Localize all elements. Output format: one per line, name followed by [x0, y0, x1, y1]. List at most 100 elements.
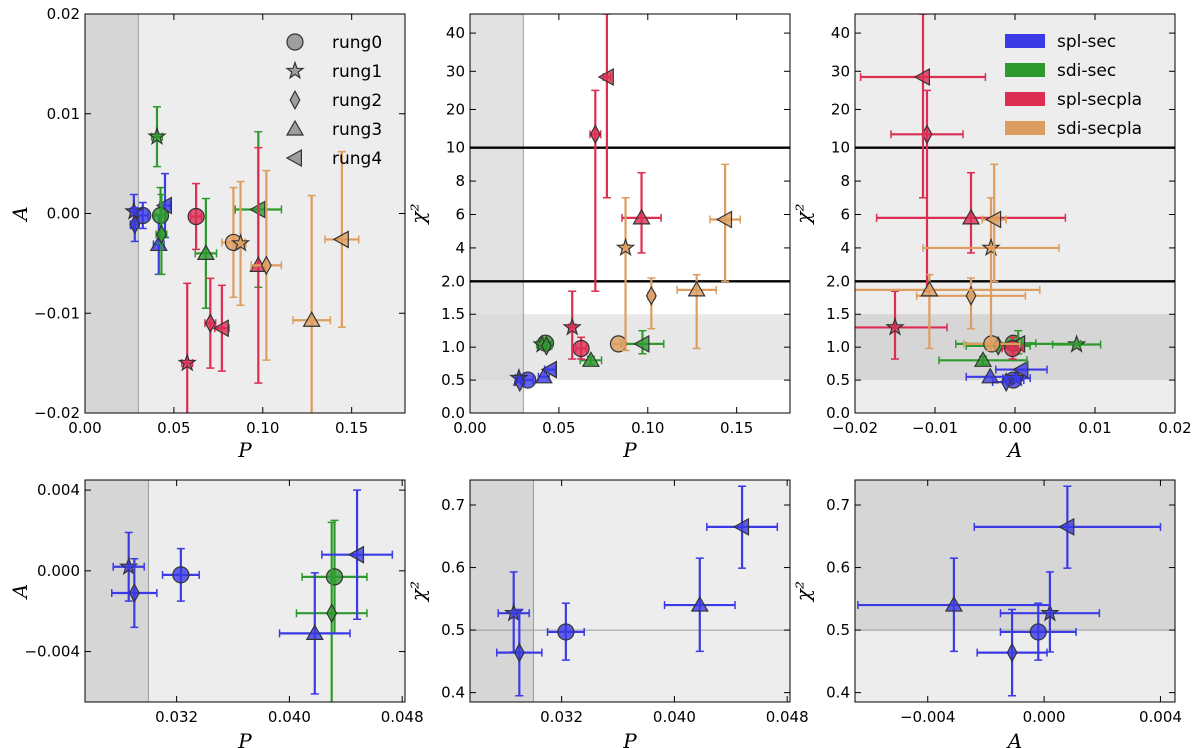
marker-circle	[572, 339, 590, 358]
legend-marker-triangle-up	[285, 119, 305, 136]
point-spl-secpla-triangle-left	[212, 284, 230, 372]
x-tick-label: 0.10	[246, 419, 279, 437]
point-sdi-sec-diamond	[540, 335, 553, 356]
y-tick-label: 6	[840, 205, 850, 223]
y-tick-label: 0.7	[826, 496, 850, 514]
x-tick-label: 0.040	[268, 708, 311, 726]
legend-item-spl-sec: spl-sec	[1005, 32, 1116, 52]
panel-top-left: 0.00 0.05 0.10 0.15 −0.02 −0.01 0.00 0.01 0.02 P A	[8, 5, 406, 462]
marker-star	[562, 317, 582, 336]
x-tick-label: 0.004	[1139, 708, 1182, 726]
panel-bottom-mid: 0.032 0.040 0.048 0.4 0.5 0.6 0.7 Pχ²	[406, 479, 809, 748]
point-spl-sec-triangle-up	[278, 572, 351, 695]
y-tick-label: 0.7	[441, 496, 465, 514]
point-spl-sec-diamond	[129, 206, 141, 243]
y-tick-label: 1.0	[826, 338, 850, 356]
y-tick-label: 0.5	[441, 371, 465, 389]
legend-item-sdi-sec: sdi-sec	[1005, 61, 1116, 81]
x-tick-label: 0.00	[68, 419, 101, 437]
y-axis-label: χ²	[406, 203, 430, 225]
x-tick-label: 0.05	[542, 419, 575, 437]
panel-top-mid: 0.00 0.05 0.10 0.15 0.0 0.5 1.0 1.5 2.0 4 6 8 10 20 30…	[406, 13, 791, 462]
point-spl-sec-triangle-left	[540, 360, 558, 379]
y-tick-label: 20	[831, 100, 850, 118]
x-tick-label: −0.01	[912, 419, 958, 437]
axes-frame	[469, 479, 791, 703]
shade-left	[85, 14, 139, 413]
legend-item-rung3: rung3	[285, 119, 382, 140]
marker-circle	[609, 335, 628, 353]
marker-circle	[187, 207, 205, 226]
legend-item-rung2: rung2	[289, 89, 382, 111]
point-sdi-sec-diamond	[295, 521, 368, 702]
point-sdi-sec-triangle-left	[620, 329, 665, 355]
legend-label: rung0	[332, 33, 382, 53]
point-sdi-sec-star	[147, 106, 167, 168]
legend-marker-star	[285, 60, 305, 80]
point-spl-sec-triangle-left	[706, 485, 779, 569]
panel-bottom-right: −0.004 0.000 0.004 0.4 0.5 0.6 0.7 Aχ²	[791, 479, 1182, 748]
point-spl-sec-triangle-up	[857, 557, 1051, 653]
marker-triangle-up	[944, 595, 963, 612]
marker-triangle-up	[196, 244, 215, 260]
panel-bottom-left: 0.032 0.040 0.048 −0.004 0.000 0.004 P A	[8, 479, 424, 748]
marker-triangle-left	[715, 210, 733, 229]
marker-star	[981, 237, 1001, 257]
y-tick-label: 30	[831, 62, 850, 80]
marker-triangle-up	[302, 311, 321, 327]
point-sdi-secpla-star	[615, 197, 636, 352]
point-spl-sec-diamond	[514, 372, 526, 393]
point-spl-sec-triangle-left	[995, 360, 1048, 379]
marker-triangle-left	[1058, 517, 1075, 536]
y-axis-label: χ²	[791, 581, 815, 603]
y-tick-label: 2.0	[441, 272, 465, 290]
marker-star	[1040, 602, 1060, 622]
x-axis-label: P	[237, 438, 252, 462]
point-spl-sec-diamond	[496, 608, 543, 697]
axes-frame	[854, 479, 1176, 703]
legend-item-sdi-secpla: sdi-secpla	[1005, 119, 1142, 139]
data-points	[857, 485, 1162, 697]
marker-diamond	[540, 335, 552, 356]
marker-triangle-left	[1012, 360, 1029, 379]
x-tick-label: 0.02	[1158, 419, 1191, 437]
marker-triangle-up	[920, 280, 939, 297]
y-tick-label: 4	[455, 239, 465, 257]
marker-star	[147, 126, 167, 145]
x-tick-label: 0.040	[653, 708, 696, 726]
y-tick-label: 40	[831, 24, 850, 42]
y-tick-label: 0.01	[47, 105, 80, 123]
axes-frame	[84, 479, 406, 703]
x-tick-label: 0.032	[155, 708, 198, 726]
marker-circle	[1029, 623, 1047, 641]
point-spl-secpla-triangle-up	[621, 171, 662, 254]
y-tick-label: 0.5	[441, 621, 465, 639]
y-tick-label: 0.5	[826, 621, 850, 639]
point-spl-sec-star	[112, 531, 145, 602]
marker-star	[177, 352, 197, 372]
marker-diamond	[965, 285, 977, 306]
point-sdi-sec-diamond	[155, 193, 168, 276]
x-tick-label: 0.048	[766, 708, 809, 726]
point-sdi-secpla-triangle-left	[324, 150, 360, 328]
point-spl-sec-circle	[161, 547, 200, 602]
legend-label: spl-sec	[1057, 32, 1116, 52]
marker-circle	[325, 568, 344, 586]
y-tick-label: 0.000	[37, 562, 80, 580]
y-tick-label: 0.0	[826, 404, 850, 422]
x-axis-label: P	[622, 438, 637, 462]
point-sdi-secpla-diamond	[645, 277, 657, 330]
point-spl-sec-triangle-left	[321, 489, 394, 621]
marker-triangle-left	[732, 517, 750, 536]
data-points	[509, 14, 741, 393]
data-points	[111, 489, 394, 702]
x-tick-label: 0.048	[381, 708, 424, 726]
legend-swatch	[1005, 121, 1045, 135]
legend-label: sdi-sec	[1057, 61, 1116, 81]
legend-markers: rung0 rung1 rung2 rung3 rung4	[285, 33, 382, 169]
marker-circle	[557, 623, 575, 641]
marker-diamond	[155, 224, 167, 245]
marker-diamond	[128, 582, 140, 604]
x-tick-label: −0.004	[900, 708, 956, 726]
